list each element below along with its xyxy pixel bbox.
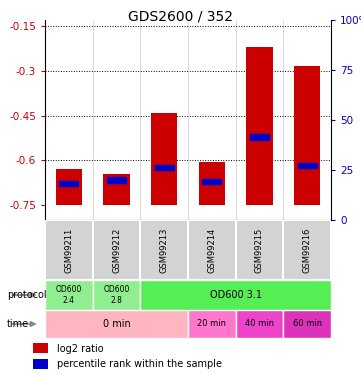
Text: GSM99211: GSM99211 bbox=[64, 227, 73, 273]
Bar bbox=[250, 134, 269, 140]
Bar bbox=[103, 174, 130, 205]
Bar bbox=[45, 280, 93, 310]
Bar bbox=[283, 220, 331, 280]
Bar bbox=[107, 177, 126, 183]
Bar bbox=[199, 162, 225, 205]
Text: OD600
2.8: OD600 2.8 bbox=[103, 285, 130, 305]
Bar bbox=[236, 220, 283, 280]
Text: 60 min: 60 min bbox=[293, 320, 322, 328]
Bar bbox=[155, 165, 174, 170]
Text: log2 ratio: log2 ratio bbox=[57, 344, 104, 354]
Bar bbox=[151, 112, 177, 205]
Text: 20 min: 20 min bbox=[197, 320, 226, 328]
Text: 40 min: 40 min bbox=[245, 320, 274, 328]
Bar bbox=[140, 280, 331, 310]
Bar bbox=[236, 310, 283, 338]
Bar bbox=[56, 169, 82, 205]
Text: GSM99212: GSM99212 bbox=[112, 227, 121, 273]
Bar bbox=[188, 310, 236, 338]
Bar bbox=[45, 220, 93, 280]
Bar bbox=[202, 179, 221, 184]
Bar bbox=[297, 163, 317, 168]
Text: time: time bbox=[7, 319, 29, 329]
Text: GSM99213: GSM99213 bbox=[160, 227, 169, 273]
Bar bbox=[33, 344, 48, 353]
Text: protocol: protocol bbox=[7, 290, 47, 300]
Bar bbox=[33, 359, 48, 369]
Bar bbox=[294, 66, 320, 205]
Bar bbox=[45, 310, 188, 338]
Text: GDS2600 / 352: GDS2600 / 352 bbox=[128, 10, 233, 24]
Bar bbox=[93, 280, 140, 310]
Text: GSM99214: GSM99214 bbox=[207, 227, 216, 273]
Bar bbox=[247, 47, 273, 205]
Text: GSM99215: GSM99215 bbox=[255, 227, 264, 273]
Bar bbox=[59, 181, 78, 186]
Text: OD600 3.1: OD600 3.1 bbox=[210, 290, 262, 300]
Text: OD600
2.4: OD600 2.4 bbox=[56, 285, 82, 305]
Text: GSM99216: GSM99216 bbox=[303, 227, 312, 273]
Bar bbox=[140, 220, 188, 280]
Bar bbox=[283, 310, 331, 338]
Bar bbox=[93, 220, 140, 280]
Bar bbox=[188, 220, 236, 280]
Text: percentile rank within the sample: percentile rank within the sample bbox=[57, 359, 222, 369]
Text: 0 min: 0 min bbox=[103, 319, 130, 329]
